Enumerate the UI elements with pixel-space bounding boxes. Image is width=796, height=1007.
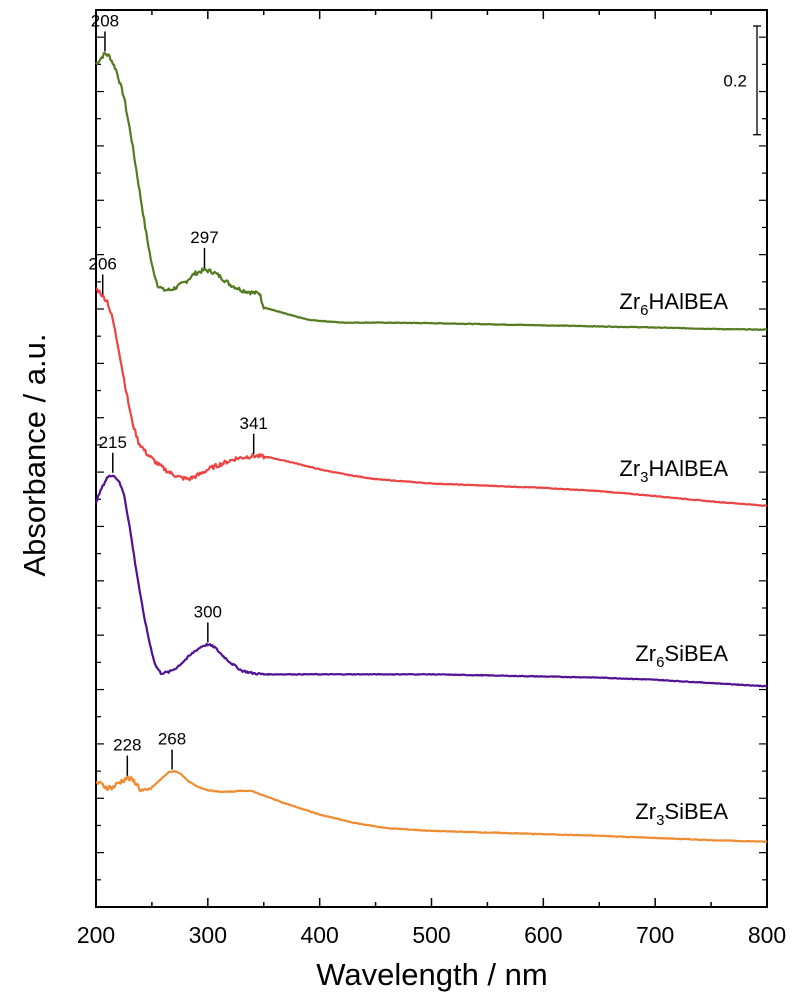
y-axis-ticks xyxy=(96,36,767,881)
series-label-1: Zr3HAlBEA xyxy=(619,456,728,486)
series-label-rest: SiBEA xyxy=(664,641,728,666)
x-tick-label: 600 xyxy=(524,922,562,948)
series-line-0 xyxy=(95,52,768,331)
series-label-rest: HAlBEA xyxy=(649,289,729,314)
peak-label: 341 xyxy=(239,414,267,433)
series-label-main: Zr xyxy=(635,641,656,666)
peak-label: 208 xyxy=(91,11,119,30)
peak-label: 300 xyxy=(194,602,222,621)
x-axis-title: Wavelength / nm xyxy=(316,957,547,992)
series-label-main: Zr xyxy=(619,456,640,481)
scale-bar: 0.2 xyxy=(723,25,761,136)
series-label-main: Zr xyxy=(619,289,640,314)
series-label-main: Zr xyxy=(635,799,656,824)
series-label-0: Zr6HAlBEA xyxy=(619,289,728,319)
scale-bar-label: 0.2 xyxy=(723,71,747,90)
peak-label: 297 xyxy=(190,228,218,247)
x-tick-label: 300 xyxy=(189,922,227,948)
series-line-2 xyxy=(94,474,768,688)
x-tick-label: 800 xyxy=(748,922,786,948)
x-tick-label: 200 xyxy=(77,922,115,948)
peak-label: 268 xyxy=(158,730,186,749)
x-tick-label: 500 xyxy=(412,922,450,948)
peak-annotations: 208 297 206 341 215 300 228 268 xyxy=(89,11,268,776)
x-axis-ticks: 200 300 400 500 600 700 800 xyxy=(77,10,786,948)
peak-label: 206 xyxy=(89,254,117,273)
series-line-1 xyxy=(95,287,768,507)
series-label-2: Zr6SiBEA xyxy=(635,641,728,671)
series-label-3: Zr3SiBEA xyxy=(635,799,728,829)
series-layer xyxy=(94,52,768,843)
peak-label: 215 xyxy=(99,433,127,452)
y-axis-title: Absorbance / a.u. xyxy=(17,334,52,577)
series-label-sub: 6 xyxy=(656,654,664,671)
series-label-rest: SiBEA xyxy=(664,799,728,824)
peak-label: 228 xyxy=(113,736,141,755)
series-label-rest: HAlBEA xyxy=(649,456,729,481)
series-label-sub: 3 xyxy=(656,812,664,829)
series-label-sub: 6 xyxy=(640,302,648,319)
series-label-sub: 3 xyxy=(640,469,648,486)
x-tick-label: 700 xyxy=(636,922,674,948)
series-line-3 xyxy=(95,769,768,843)
x-tick-label: 400 xyxy=(300,922,338,948)
